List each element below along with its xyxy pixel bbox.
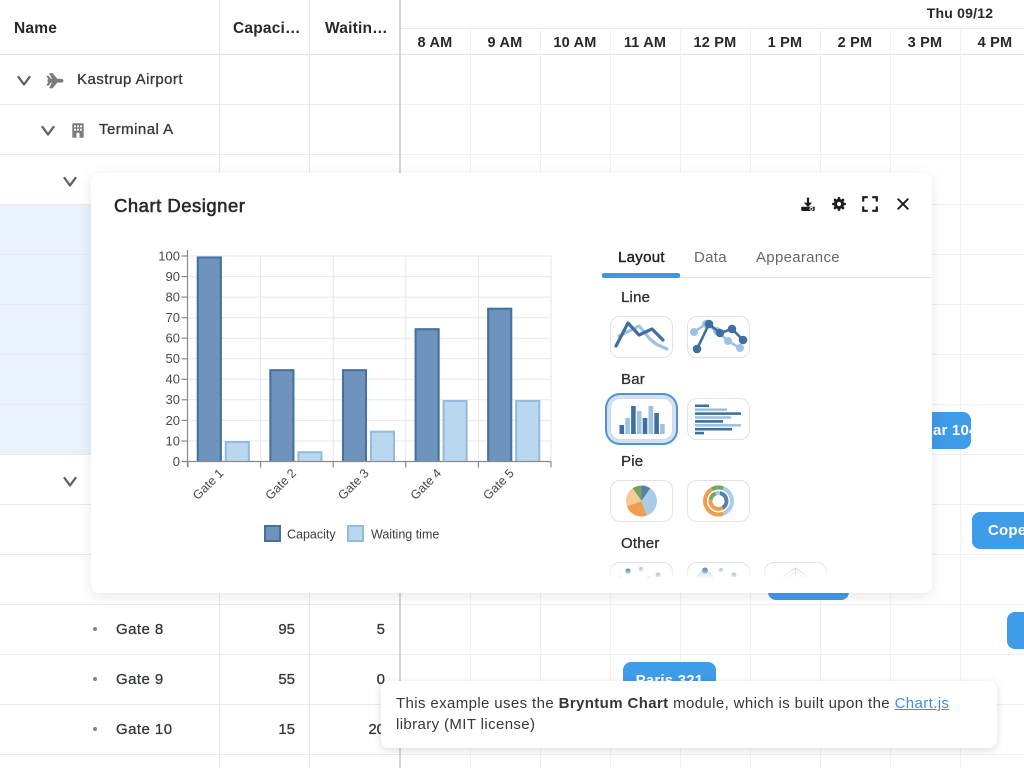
svg-text:Gate 3: Gate 3	[335, 466, 371, 502]
svg-text:80: 80	[166, 290, 180, 305]
svg-text:10: 10	[166, 433, 180, 448]
svg-text:50: 50	[166, 351, 180, 366]
svg-text:Gate 4: Gate 4	[408, 466, 444, 502]
svg-text:Capacity: Capacity	[287, 528, 336, 542]
svg-text:40: 40	[166, 372, 180, 387]
svg-text:100: 100	[158, 248, 180, 263]
svg-text:70: 70	[166, 310, 180, 325]
svg-text:90: 90	[166, 269, 180, 284]
svg-text:Waiting time: Waiting time	[371, 528, 439, 542]
svg-text:20: 20	[166, 413, 180, 428]
svg-text:Gate 1: Gate 1	[190, 466, 226, 502]
svg-text:0: 0	[173, 454, 180, 469]
svg-text:Gate 5: Gate 5	[480, 466, 516, 502]
svg-text:Gate 2: Gate 2	[263, 466, 299, 502]
svg-text:60: 60	[166, 331, 180, 346]
svg-text:30: 30	[166, 392, 180, 407]
